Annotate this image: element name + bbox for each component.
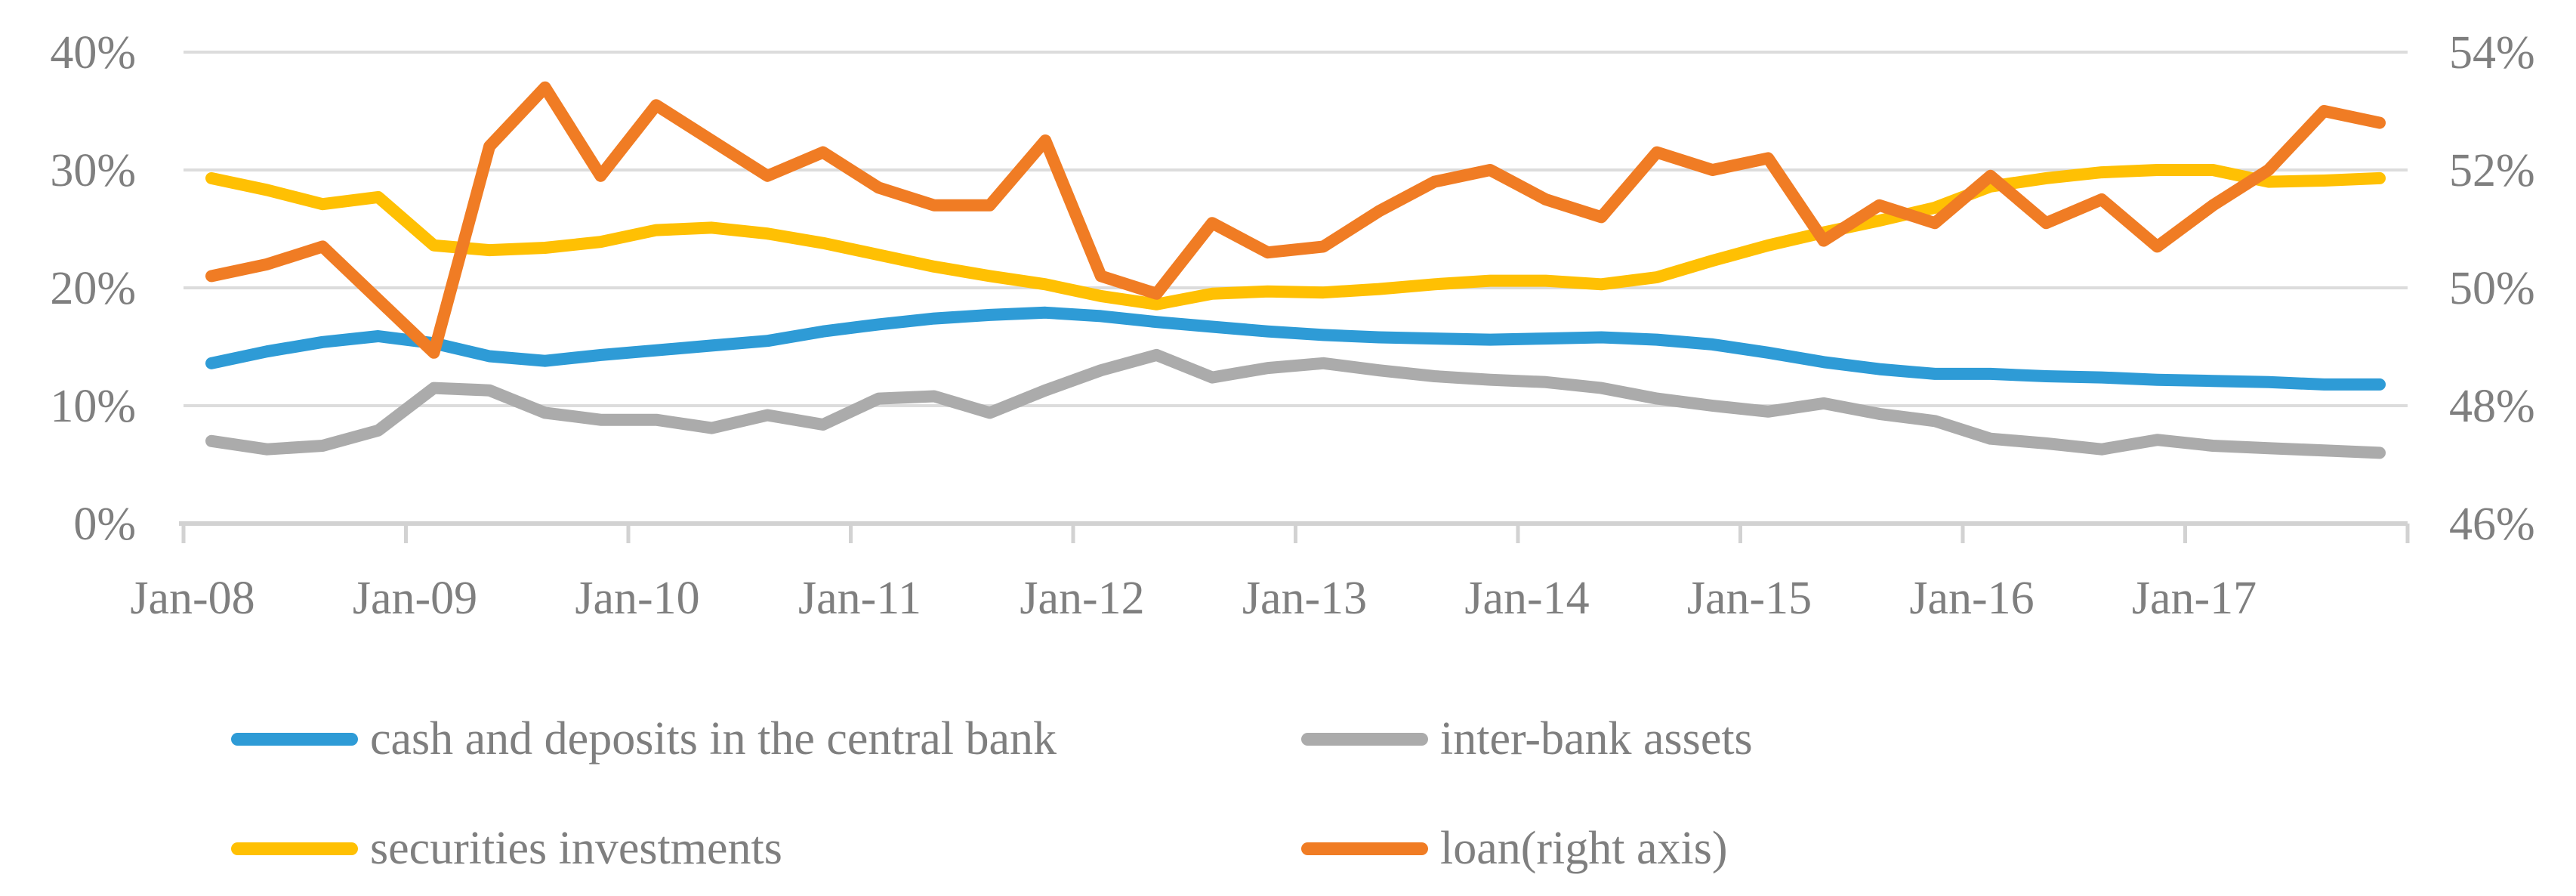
x-axis-tick-label: Jan-13 [1242,573,1367,624]
y-axis-label-right: 50% [2449,263,2535,314]
series-line-cash-deposits [205,306,2386,391]
x-axis-tick-label: Jan-15 [1687,573,1812,624]
x-axis-tick-label: Jan-16 [1909,573,2034,624]
series-line-inter-bank-assets [205,348,2386,459]
y-axis-label-left: 40% [50,27,136,79]
x-axis-tick-label: Jan-14 [1464,573,1589,624]
series-line-securities-investments [205,164,2386,311]
x-axis-tick-label: Jan-17 [2132,573,2257,624]
x-axis-tick-label: Jan-08 [130,573,255,624]
x-axis-tick-label: Jan-11 [798,573,921,624]
series-line-loan [205,81,2386,359]
y-axis-label-right: 48% [2449,381,2535,432]
x-axis-tick-label: Jan-09 [353,573,477,624]
y-axis-label-right: 54% [2449,27,2535,79]
y-axis-label-left: 10% [50,381,136,432]
y-axis-label-right: 46% [2449,499,2535,550]
x-axis-tick-label: Jan-12 [1020,573,1144,624]
y-axis-label-left: 30% [50,145,136,196]
x-axis-tick-label: Jan-10 [575,573,699,624]
y-axis-label-left: 0% [73,499,136,550]
y-axis-label-right: 52% [2449,145,2535,196]
y-axis-label-left: 20% [50,263,136,314]
